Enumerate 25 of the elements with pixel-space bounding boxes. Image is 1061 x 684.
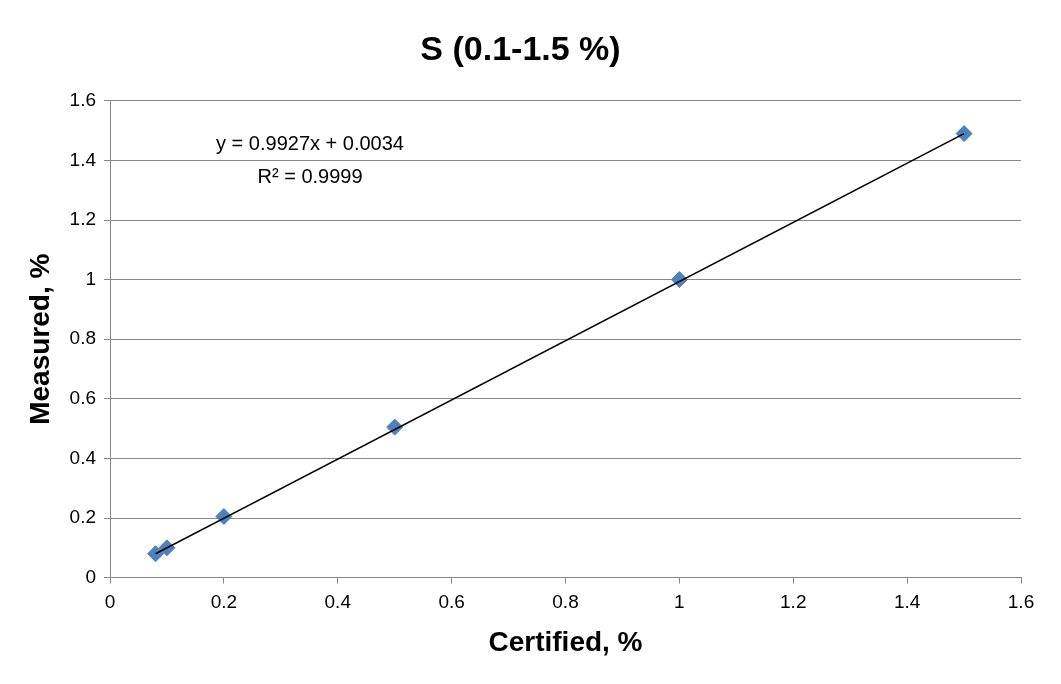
y-tick-label: 0.4	[69, 446, 97, 468]
y-tick-label: 1.4	[69, 148, 97, 170]
chart-title: S (0.1-1.5 %)	[420, 28, 621, 67]
y-tick-label: 0.8	[69, 327, 97, 349]
y-tick-label: 1.6	[69, 89, 97, 111]
x-tick-label: 0.2	[210, 591, 238, 613]
x-tick-label: 0.4	[324, 591, 352, 613]
point	[955, 125, 973, 143]
y-tick-label: 0	[85, 565, 97, 587]
y-tick-label: 0.2	[69, 506, 97, 528]
y-axis-title: Measured, %	[23, 253, 55, 425]
x-tick-label: 1	[674, 591, 685, 613]
annotation: R² = 0.9999	[257, 165, 363, 188]
x-tick-label: 0	[104, 591, 116, 613]
x-tick-label: 1.6	[1007, 591, 1035, 613]
annotation: y = 0.9927x + 0.0034	[216, 132, 404, 155]
x-axis-title: Certified, %	[488, 625, 643, 657]
point	[147, 545, 165, 563]
x-tick-label: 0.8	[552, 591, 579, 613]
x-tick-label: 1.2	[780, 591, 807, 613]
x-tick-label: 1.4	[893, 591, 921, 613]
y-tick-label: 1.2	[69, 208, 97, 230]
y-tick-label: 0.6	[69, 387, 97, 409]
x-tick-label: 0.6	[438, 591, 465, 613]
y-tick-label: 1	[85, 267, 97, 289]
